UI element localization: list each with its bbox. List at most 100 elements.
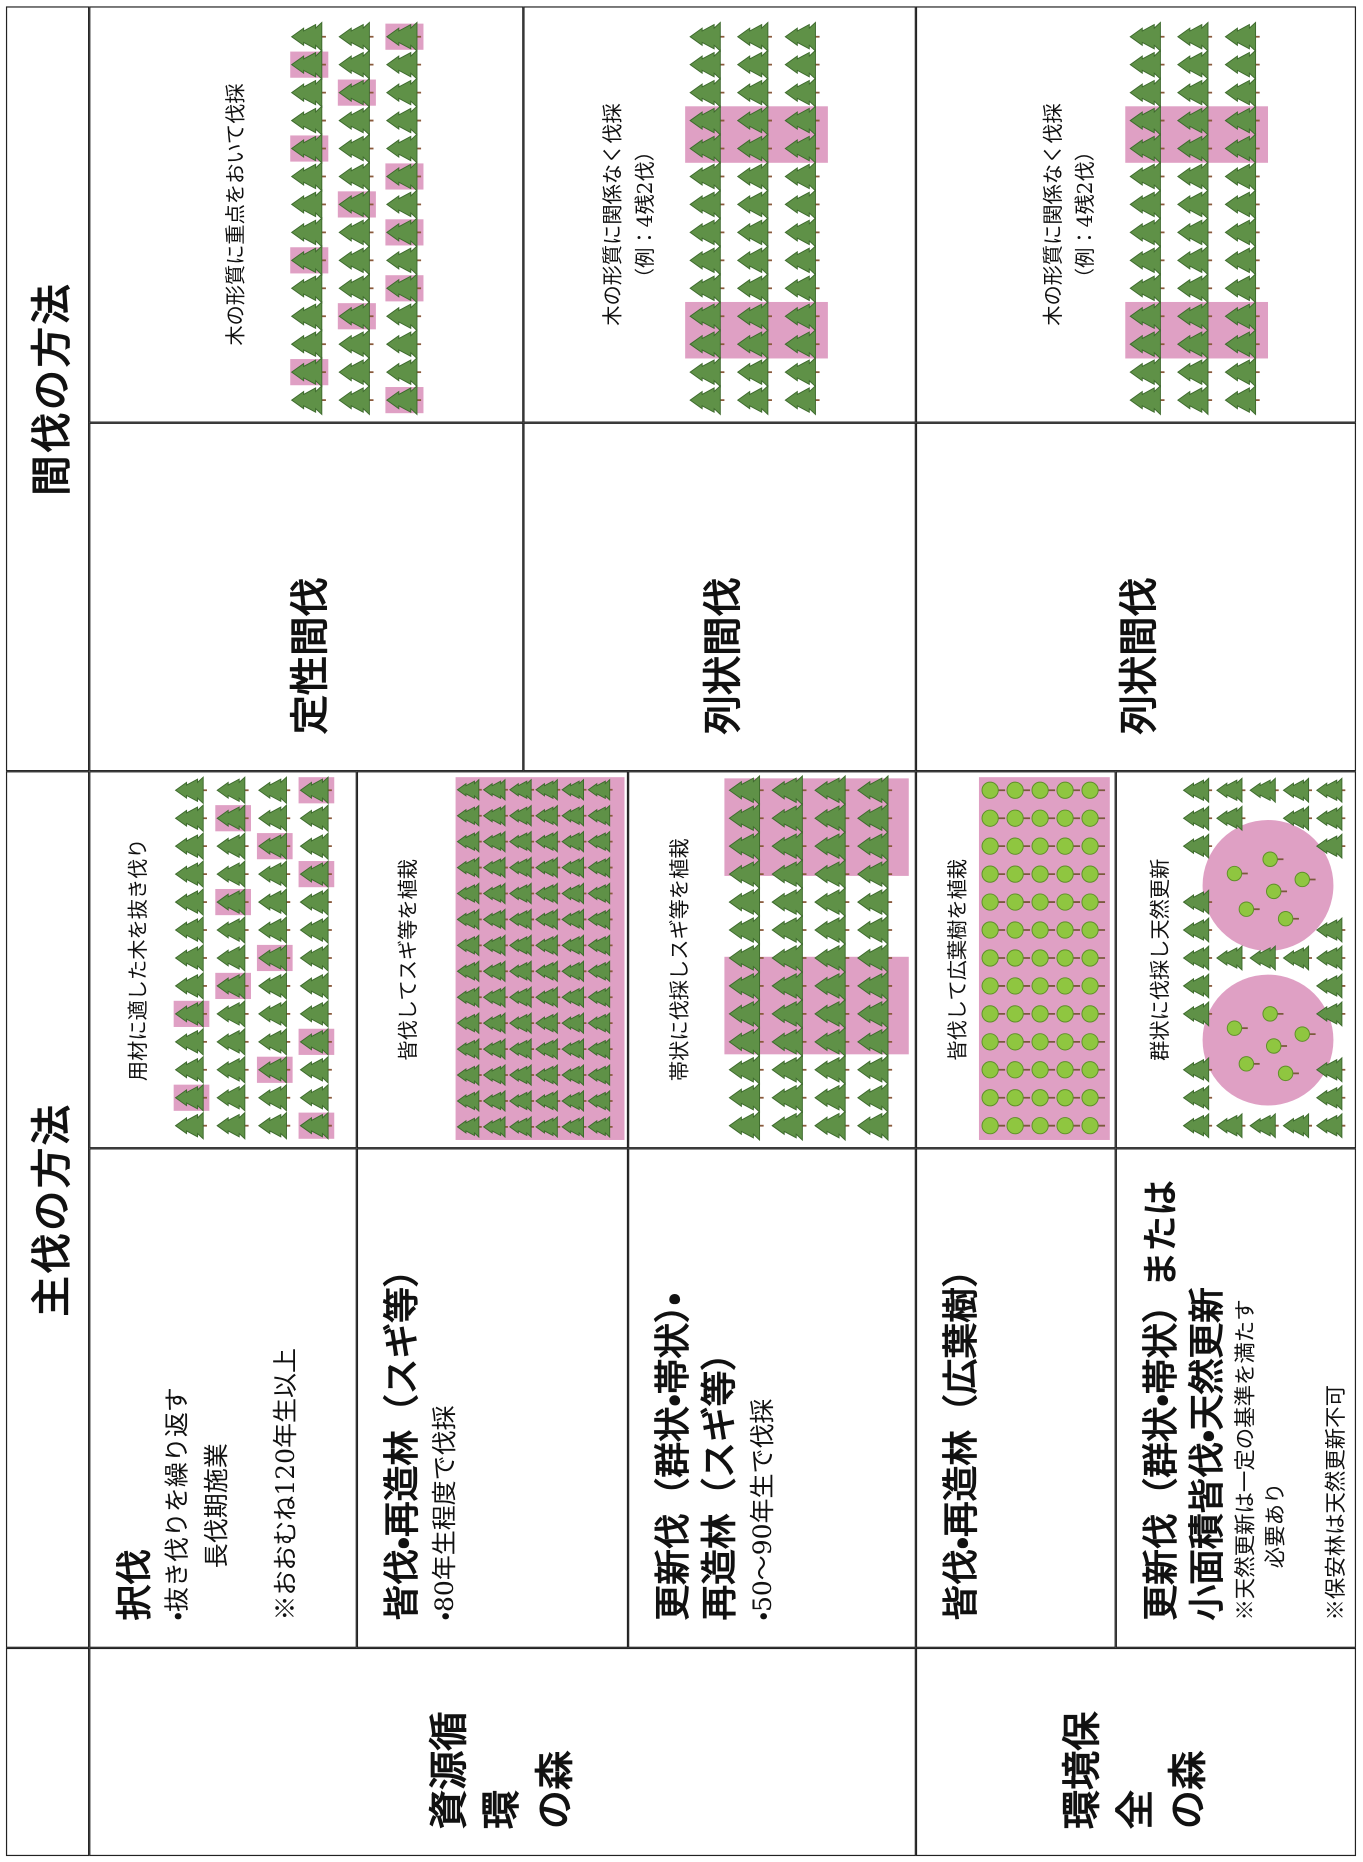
tree-icon (981, 1033, 999, 1051)
tree-icon (258, 1111, 287, 1140)
tree-icon (1315, 1000, 1343, 1027)
tree-icon (736, 161, 769, 192)
method-title: 択伐 (114, 1549, 156, 1621)
tree-icon (736, 105, 769, 136)
tree-icon (456, 1037, 480, 1061)
caption: 用材に適した木を抜き伐り (127, 838, 152, 1082)
tree-icon (1081, 949, 1099, 967)
tree-icon (509, 986, 532, 1009)
tree-icon (290, 244, 323, 276)
tree-icon (535, 1063, 558, 1087)
tree-icon (290, 133, 323, 164)
tree-icon (1315, 1112, 1343, 1139)
tree-icon (216, 804, 246, 833)
tree-icon (509, 882, 532, 905)
header-empty-cell (5, 1647, 90, 1857)
tree-icon (728, 1110, 761, 1142)
tree-icon (736, 300, 769, 332)
tree-icon (1224, 356, 1257, 388)
tree-icon (1129, 133, 1161, 164)
tree-icon (1056, 949, 1074, 967)
tree-icon (290, 49, 323, 81)
tree-icon (1224, 217, 1257, 248)
illustration (1182, 777, 1346, 1139)
tree-icon (784, 300, 816, 332)
caption-box: 木の形質に重点をおいて伐採 (221, 8, 253, 422)
tree-icon (174, 1055, 204, 1084)
tree-icon (456, 1115, 480, 1139)
tree-icon (857, 886, 889, 918)
caption-box: 皆伐してスギ等を植栽 (394, 772, 426, 1147)
tree-icon (1006, 949, 1024, 967)
tree-icon (1081, 1005, 1099, 1023)
tree-icon (784, 189, 816, 220)
tree-icon (290, 356, 323, 388)
tree-icon (1129, 244, 1161, 276)
method-note: ※おおむね120年生以上 (271, 1348, 300, 1621)
tree-icon (736, 356, 769, 388)
forest-cell: 環境保全 の森 (915, 1647, 1357, 1857)
tree-icon (258, 943, 287, 973)
forest-label-line: の森 (1164, 1750, 1212, 1830)
tree-icon (736, 384, 769, 416)
tree-icon (1031, 1117, 1049, 1135)
tree-icon (386, 49, 418, 81)
tree-icon (290, 217, 323, 248)
tree-icon (1129, 328, 1161, 360)
tree-icon (1006, 1061, 1024, 1079)
tree-icon (1056, 865, 1074, 883)
tree-icon (981, 865, 999, 883)
tree-icon (1226, 1020, 1243, 1036)
tree-icon (509, 778, 532, 801)
tree-icon (784, 328, 816, 360)
tree-icon (258, 831, 287, 861)
main-cut-illustration-cell: 皆伐して広葉樹を植栽 (915, 771, 1116, 1149)
tree-icon (456, 934, 480, 957)
tree-icon (299, 859, 329, 889)
tree-icon (456, 778, 480, 801)
tree-icon (299, 971, 329, 1001)
tree-icon (482, 908, 506, 931)
tree-icon (1129, 217, 1161, 248)
forest-label-line: の森 (531, 1750, 578, 1830)
tree-icon (299, 1083, 329, 1112)
tree-icon (290, 105, 323, 136)
tree-icon (456, 960, 480, 983)
main-cut-illustration-cell: 皆伐してスギ等を植栽 (356, 771, 629, 1149)
tree-icon (1081, 1117, 1099, 1135)
tree-icon (1224, 161, 1257, 192)
thinning-method-cell: 列状間伐 (523, 422, 916, 772)
method-title: 更新伐（群状・帯状）または (1140, 1180, 1183, 1621)
tree-icon (482, 986, 506, 1009)
tree-icon (509, 1089, 532, 1113)
tree-icon (771, 858, 803, 890)
tree-icon (771, 942, 803, 974)
tree-icon (736, 217, 769, 248)
tree-icon (1266, 1038, 1282, 1054)
tree-icon (174, 1027, 204, 1057)
method-title: 更新伐（群状・帯状）・ (653, 1292, 695, 1621)
tree-icon (258, 887, 287, 917)
tree-icon (386, 244, 418, 276)
tree-icon (857, 942, 889, 974)
tree-icon (1006, 977, 1024, 995)
method-note: ・抜き伐りを繰り返す (162, 1387, 192, 1621)
tree-icon (1006, 865, 1024, 883)
tree-icon (1224, 300, 1257, 332)
tree-icon (689, 49, 721, 81)
thinning-method-cell: 列状間伐 (915, 422, 1357, 772)
tree-icon (216, 831, 246, 861)
tree-icon (1056, 1005, 1074, 1023)
tree-icon (299, 915, 329, 945)
tree-icon (386, 105, 418, 136)
tree-icon (216, 971, 246, 1001)
tree-icon (814, 802, 846, 834)
tree-icon (456, 1089, 480, 1113)
tree-icon (1031, 781, 1049, 799)
tree-icon (1081, 809, 1099, 827)
tree-icon (784, 105, 816, 136)
tree-icon (561, 830, 584, 853)
tree-icon (174, 971, 204, 1001)
main-cut-method-cell: 更新伐（群状・帯状）・ 再造林（スギ等） ・50～90年生で伐採 (628, 1148, 916, 1648)
tree-icon (857, 1110, 889, 1142)
